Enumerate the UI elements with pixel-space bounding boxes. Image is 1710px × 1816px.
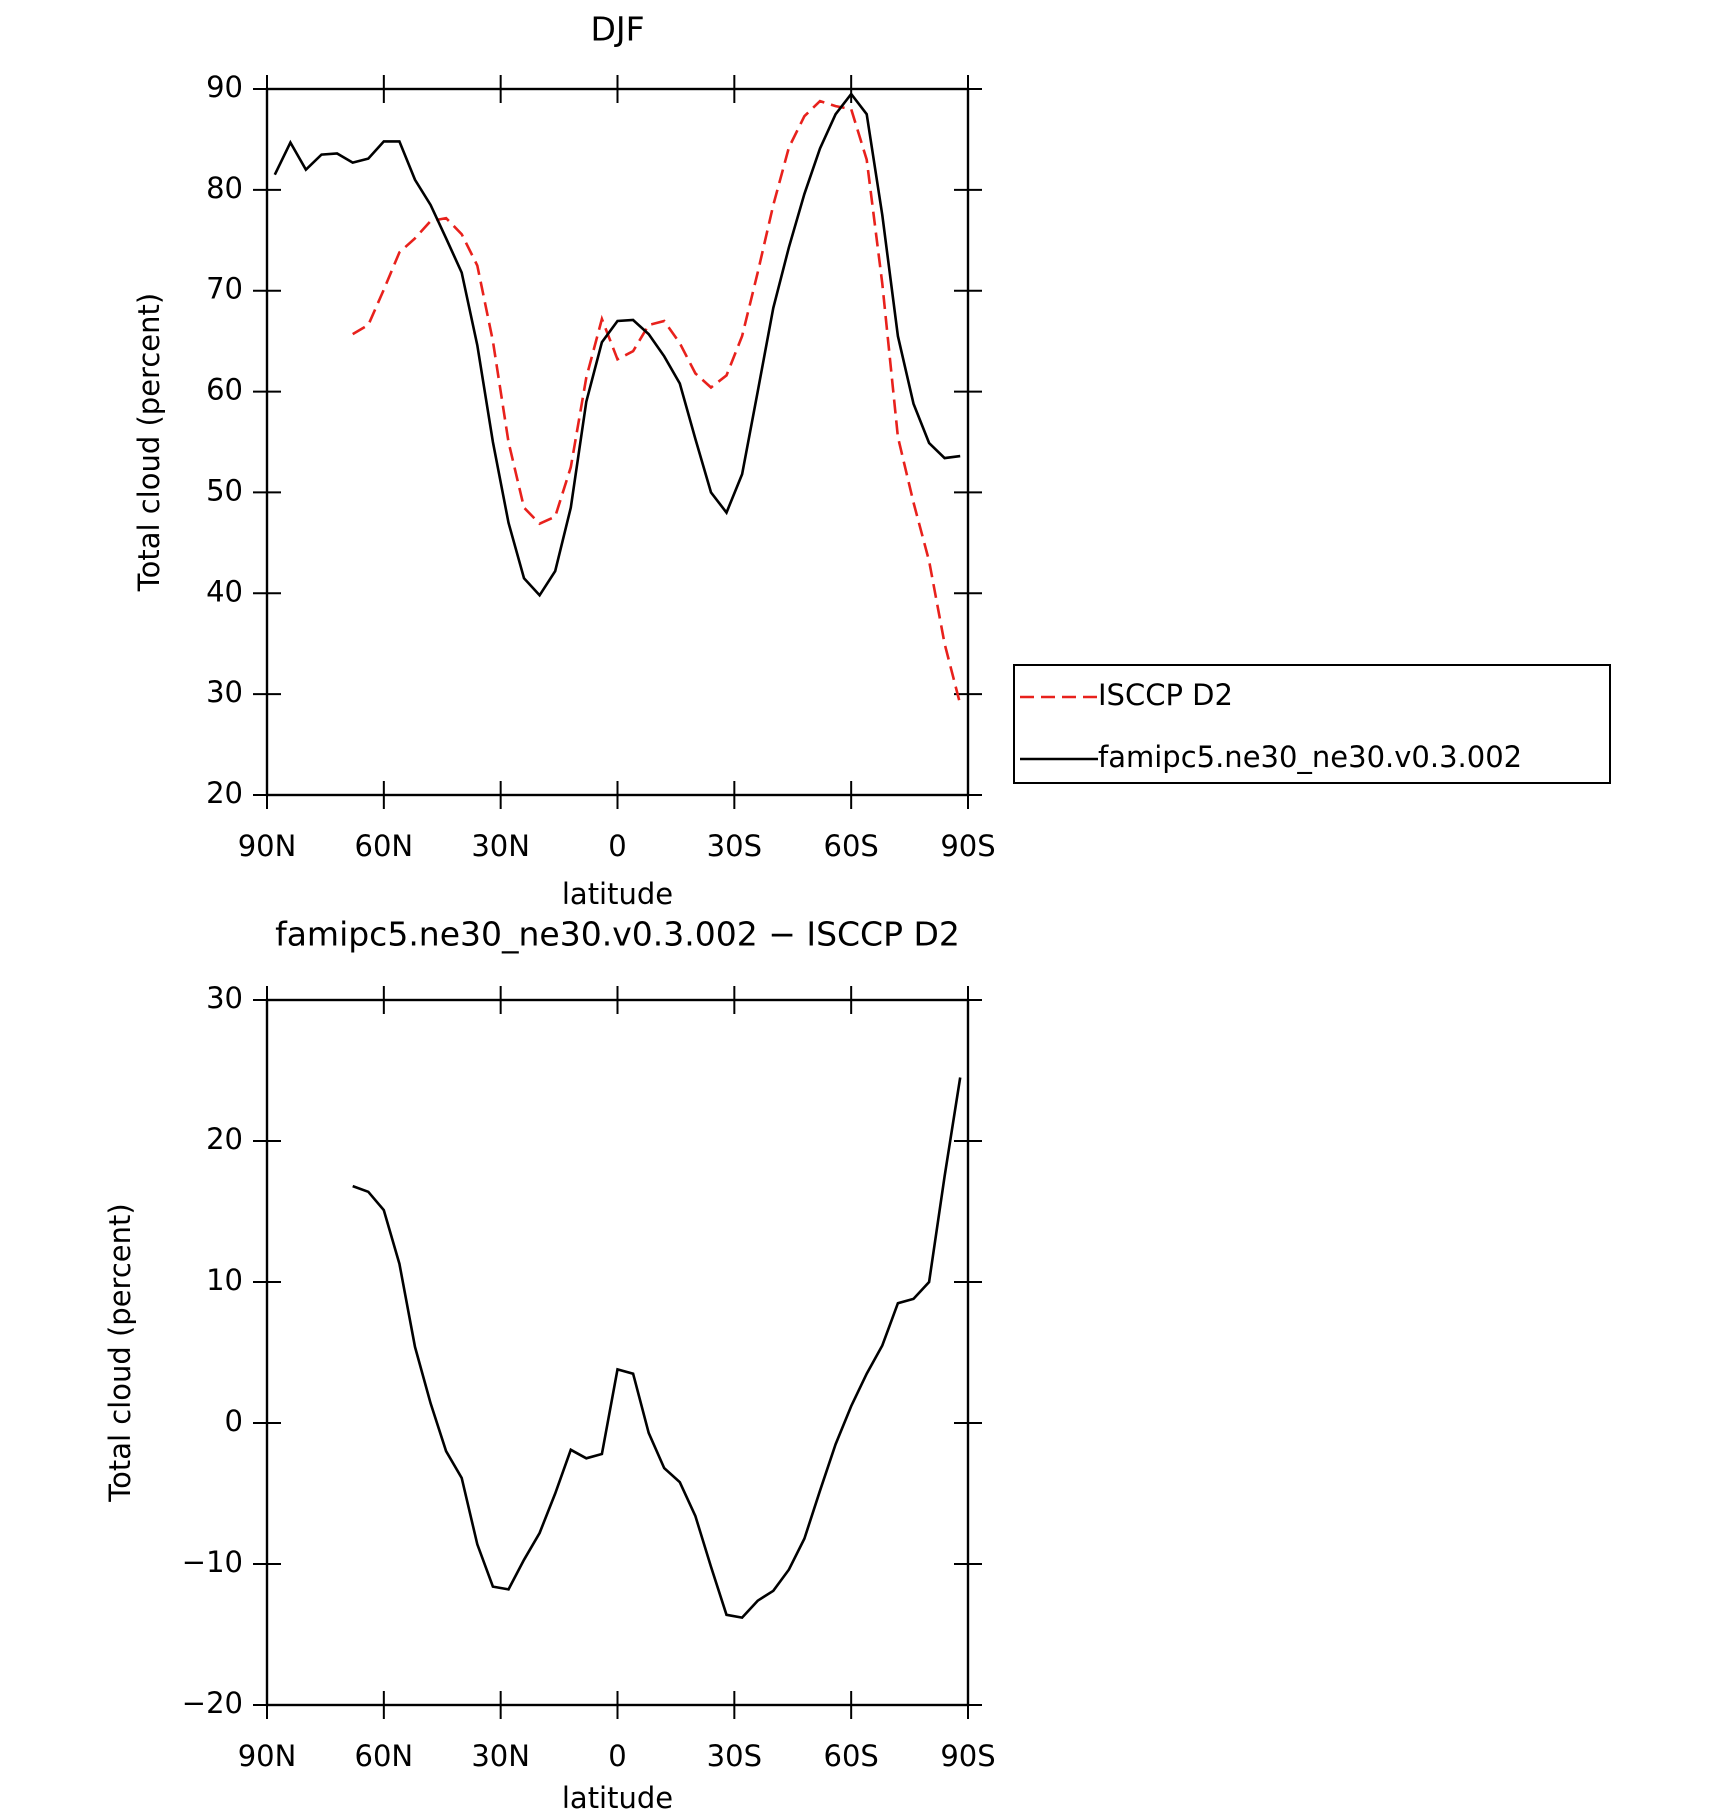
x-tick-label: 0	[608, 1739, 626, 1773]
y-tick-label: 50	[206, 473, 243, 507]
legend-label: famipc5.ne30_ne30.v0.3.002	[1098, 740, 1522, 774]
y-tick-label: 40	[206, 574, 243, 608]
x-axis-label: latitude	[562, 877, 673, 911]
x-tick-label: 90S	[940, 829, 995, 863]
legend-box	[1013, 664, 1611, 784]
data-line	[273, 91, 961, 598]
data-line	[352, 1077, 962, 1620]
y-tick-label: 20	[206, 1122, 243, 1156]
y-tick-label: 90	[206, 70, 243, 104]
x-tick-label: 60N	[355, 829, 414, 863]
y-tick-label: 60	[206, 373, 243, 407]
x-tick-label: 30N	[471, 829, 530, 863]
chart-title: famipc5.ne30_ne30.v0.3.002 − ISCCP D2	[275, 915, 960, 954]
y-tick-label: 0	[225, 1404, 243, 1438]
y-tick-label: 70	[206, 272, 243, 306]
y-axis-label: Total cloud (percent)	[132, 293, 166, 592]
y-tick-label: 30	[206, 981, 243, 1015]
legend-label: ISCCP D2	[1098, 678, 1233, 712]
x-tick-label: 30S	[707, 1739, 762, 1773]
x-tick-label: 60N	[355, 1739, 414, 1773]
x-tick-label: 90N	[238, 1739, 297, 1773]
y-tick-label: 30	[206, 675, 243, 709]
x-tick-label: 0	[608, 829, 626, 863]
y-tick-label: −10	[182, 1545, 243, 1579]
x-tick-label: 30N	[471, 1739, 530, 1773]
y-tick-label: 80	[206, 171, 243, 205]
x-axis-label: latitude	[562, 1781, 673, 1815]
plot-frame	[265, 998, 970, 1707]
data-line	[352, 99, 962, 705]
x-tick-label: 60S	[824, 829, 879, 863]
x-tick-label: 30S	[707, 829, 762, 863]
y-axis-label: Total cloud (percent)	[103, 1203, 137, 1502]
x-tick-label: 60S	[824, 1739, 879, 1773]
x-tick-label: 90N	[238, 829, 297, 863]
plot-frame	[265, 87, 970, 797]
y-tick-label: 20	[206, 776, 243, 810]
y-tick-label: −20	[182, 1686, 243, 1720]
x-tick-label: 90S	[940, 1739, 995, 1773]
chart-title: DJF	[590, 10, 644, 49]
y-tick-label: 10	[206, 1263, 243, 1297]
